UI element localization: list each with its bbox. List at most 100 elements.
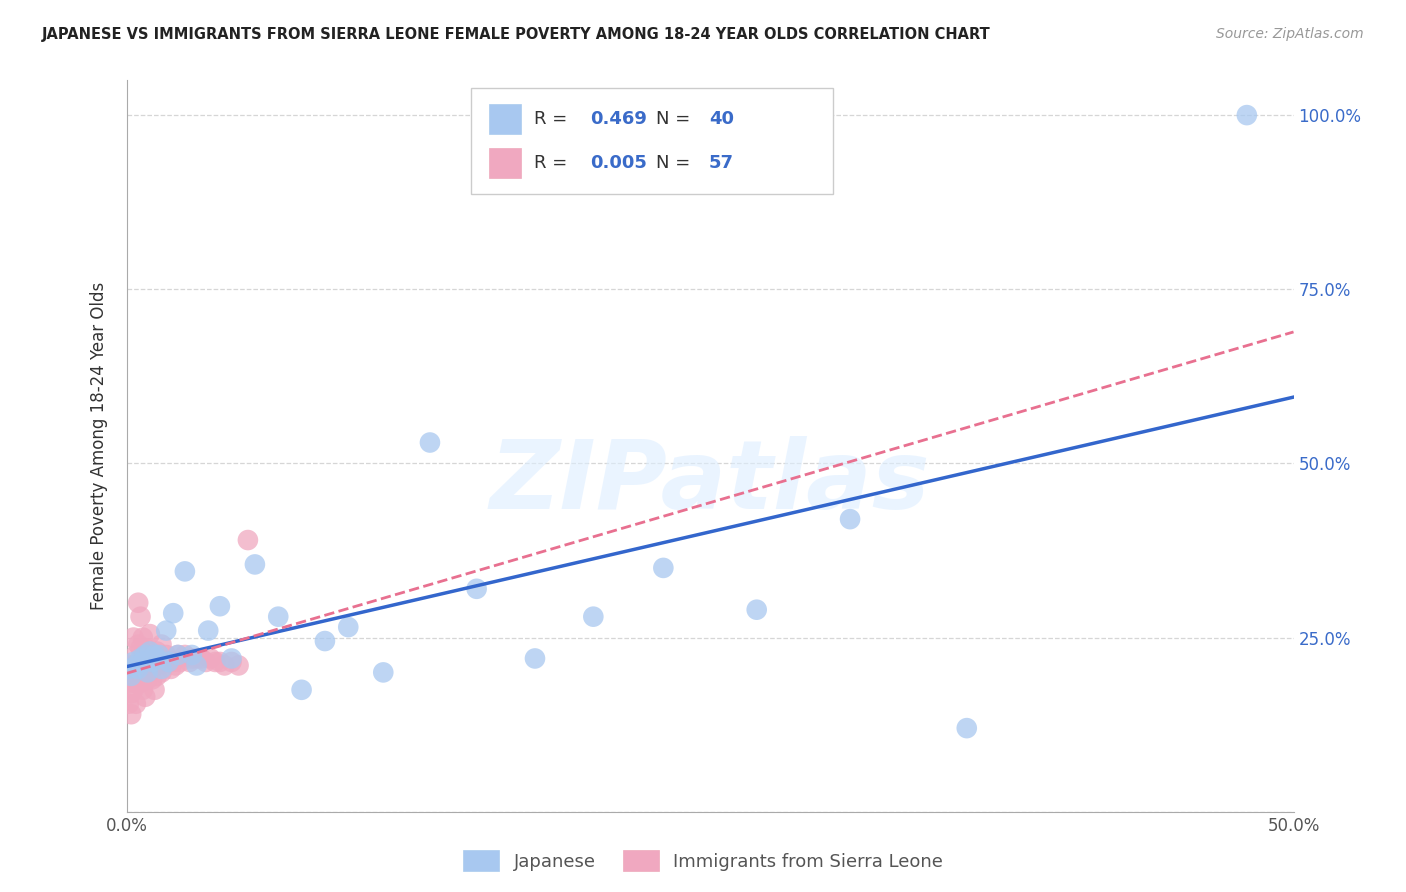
Point xyxy=(155,624,177,638)
Point xyxy=(745,603,768,617)
Point xyxy=(122,682,145,697)
Point xyxy=(186,658,208,673)
Text: 0.005: 0.005 xyxy=(591,154,647,172)
Point xyxy=(180,648,202,662)
Point xyxy=(125,676,148,690)
Text: R =: R = xyxy=(534,110,572,128)
Point xyxy=(162,606,184,620)
Point xyxy=(208,599,231,614)
Point xyxy=(141,655,163,669)
Point xyxy=(132,631,155,645)
Point xyxy=(136,648,159,662)
Point xyxy=(180,651,202,665)
Point xyxy=(139,627,162,641)
Point xyxy=(221,651,243,665)
Text: 0.469: 0.469 xyxy=(591,110,647,128)
Point xyxy=(139,644,162,658)
Point xyxy=(179,655,201,669)
Point xyxy=(146,644,169,658)
Point xyxy=(197,624,219,638)
Text: N =: N = xyxy=(657,154,696,172)
Text: ZIPatlas: ZIPatlas xyxy=(489,436,931,529)
Point xyxy=(143,648,166,662)
Point xyxy=(127,662,149,676)
Point xyxy=(162,655,184,669)
Point xyxy=(204,655,226,669)
Point xyxy=(652,561,675,575)
Point xyxy=(465,582,488,596)
Point xyxy=(148,658,170,673)
Point xyxy=(129,640,152,655)
Point xyxy=(143,658,166,673)
Point xyxy=(228,658,250,673)
Point xyxy=(150,665,173,680)
Point xyxy=(290,682,312,697)
Point xyxy=(146,669,169,683)
Point xyxy=(129,651,152,665)
Point xyxy=(125,648,148,662)
Point xyxy=(337,620,360,634)
FancyBboxPatch shape xyxy=(489,103,522,135)
Text: N =: N = xyxy=(657,110,696,128)
Point xyxy=(174,565,197,579)
Point xyxy=(150,638,173,652)
Point xyxy=(136,665,159,680)
Point xyxy=(127,596,149,610)
Legend: Japanese, Immigrants from Sierra Leone: Japanese, Immigrants from Sierra Leone xyxy=(456,843,950,879)
Point xyxy=(127,638,149,652)
Point xyxy=(956,721,979,735)
Point xyxy=(150,662,173,676)
Text: JAPANESE VS IMMIGRANTS FROM SIERRA LEONE FEMALE POVERTY AMONG 18-24 YEAR OLDS CO: JAPANESE VS IMMIGRANTS FROM SIERRA LEONE… xyxy=(42,27,991,42)
Point xyxy=(1236,108,1258,122)
Point xyxy=(194,655,217,669)
Point xyxy=(314,634,336,648)
Point xyxy=(157,655,180,669)
Point xyxy=(267,609,290,624)
Point xyxy=(129,676,152,690)
Text: 57: 57 xyxy=(709,154,734,172)
Point xyxy=(132,682,155,697)
Point xyxy=(146,651,169,665)
Point xyxy=(120,669,142,683)
Point xyxy=(134,665,156,680)
FancyBboxPatch shape xyxy=(471,87,832,194)
Point xyxy=(419,435,441,450)
FancyBboxPatch shape xyxy=(489,147,522,178)
Point xyxy=(190,651,212,665)
Point xyxy=(118,697,141,711)
Point xyxy=(155,648,177,662)
Point xyxy=(136,673,159,687)
Point xyxy=(134,640,156,655)
Point xyxy=(148,648,170,662)
Point xyxy=(236,533,259,547)
Point xyxy=(167,648,190,662)
Point xyxy=(186,651,208,665)
Point xyxy=(160,662,183,676)
Point xyxy=(582,609,605,624)
Point xyxy=(132,658,155,673)
Point xyxy=(134,690,156,704)
Point xyxy=(127,669,149,683)
Point xyxy=(153,655,176,669)
Point xyxy=(221,655,243,669)
Point xyxy=(523,651,546,665)
Point xyxy=(214,658,236,673)
Point xyxy=(141,673,163,687)
Point xyxy=(120,686,142,700)
Point xyxy=(125,658,148,673)
Point xyxy=(373,665,395,680)
Point xyxy=(132,655,155,669)
Point xyxy=(118,662,141,676)
Point xyxy=(839,512,862,526)
Text: R =: R = xyxy=(534,154,572,172)
Point xyxy=(167,648,190,662)
Point xyxy=(143,682,166,697)
Text: Source: ZipAtlas.com: Source: ZipAtlas.com xyxy=(1216,27,1364,41)
Point xyxy=(120,707,142,722)
Point xyxy=(165,658,187,673)
Point xyxy=(139,655,162,669)
Point xyxy=(134,648,156,662)
Point xyxy=(122,662,145,676)
Point xyxy=(118,676,141,690)
Point xyxy=(141,648,163,662)
